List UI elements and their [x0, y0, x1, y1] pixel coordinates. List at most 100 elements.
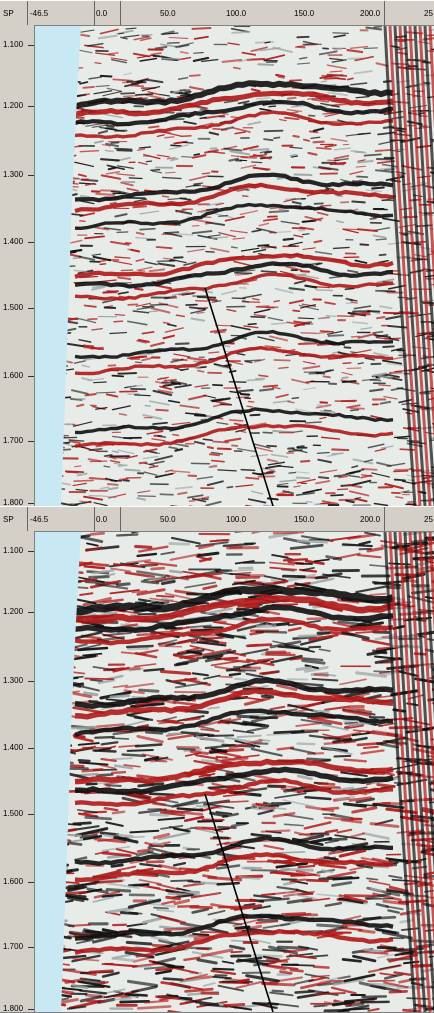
noise-wavelet: [299, 343, 316, 344]
noise-wavelet: [185, 718, 199, 720]
seismic-image: [35, 532, 434, 1012]
seismic-section-top[interactable]: [35, 26, 434, 506]
noise-wavelet: [212, 461, 224, 462]
noise-wavelet: [345, 895, 374, 896]
noise-wavelet: [127, 646, 152, 647]
noise-wavelet: [314, 967, 328, 968]
noise-wavelet: [93, 750, 115, 751]
noise-wavelet: [219, 215, 228, 216]
noise-wavelet: [111, 142, 118, 143]
noise-wavelet: [247, 380, 262, 381]
y-tick-label: 1.300: [3, 676, 23, 685]
noise-wavelet: [167, 897, 180, 899]
x-tick: [120, 1, 121, 25]
noise-wavelet: [289, 473, 296, 474]
noise-wavelet: [106, 785, 120, 786]
noise-wavelet: [263, 984, 294, 985]
noise-wavelet: [112, 738, 128, 739]
noise-wavelet: [350, 408, 364, 409]
noise-wavelet: [368, 981, 394, 982]
noise-wavelet: [359, 930, 374, 932]
noise-wavelet: [321, 331, 333, 332]
noise-wavelet: [258, 64, 273, 65]
noise-wavelet: [350, 352, 355, 353]
y-tick: [28, 376, 34, 377]
noise-wavelet: [270, 211, 288, 212]
noise-wavelet: [146, 161, 151, 162]
noise-wavelet: [345, 288, 354, 289]
noise-wavelet: [279, 367, 288, 368]
noise-wavelet: [128, 750, 153, 751]
noise-wavelet: [151, 170, 160, 171]
noise-wavelet: [298, 541, 326, 542]
noise-wavelet: [345, 760, 366, 762]
noise-wavelet: [117, 150, 131, 151]
shotpoint-axis: SP -46.5 0.0 50.0 100.0 150.0 200.0 25: [0, 1, 434, 26]
noise-wavelet: [297, 668, 311, 670]
y-tick: [28, 242, 34, 243]
noise-wavelet: [113, 451, 118, 452]
noise-wavelet: [73, 425, 78, 426]
noise-wavelet: [274, 137, 279, 138]
noise-wavelet: [241, 394, 249, 395]
noise-wavelet: [145, 406, 150, 407]
noise-wavelet: [192, 28, 210, 29]
noise-wavelet: [318, 925, 342, 926]
noise-wavelet: [372, 187, 384, 188]
noise-wavelet: [115, 315, 124, 316]
noise-wavelet: [190, 75, 200, 76]
noise-wavelet: [138, 498, 145, 500]
y-tick-label: 1.700: [3, 436, 23, 445]
noise-wavelet: [284, 559, 307, 560]
y-tick: [28, 947, 34, 948]
noise-wavelet: [97, 392, 116, 393]
noise-wavelet: [168, 966, 183, 967]
noise-wavelet: [136, 94, 153, 95]
noise-wavelet: [258, 659, 273, 660]
y-tick-label: 1.500: [3, 303, 23, 312]
seismic-panel-bottom: SP -46.5 0.0 50.0 100.0 150.0 200.0 25 1…: [0, 506, 434, 1013]
noise-wavelet: [378, 785, 394, 787]
noise-wavelet: [324, 78, 339, 79]
noise-wavelet: [306, 422, 321, 423]
noise-wavelet: [118, 584, 130, 585]
noise-wavelet: [230, 420, 243, 421]
noise-wavelet: [335, 49, 342, 50]
y-tick-label: 1.400: [3, 743, 23, 752]
noise-wavelet: [295, 174, 312, 175]
noise-wavelet: [280, 972, 291, 974]
noise-wavelet: [351, 410, 359, 411]
noise-wavelet: [364, 154, 381, 155]
x-tick: [384, 507, 385, 531]
noise-wavelet: [146, 732, 162, 733]
noise-wavelet: [170, 571, 181, 572]
noise-wavelet: [383, 346, 393, 347]
noise-wavelet: [196, 828, 215, 829]
noise-wavelet: [200, 118, 206, 119]
noise-wavelet: [109, 53, 118, 54]
noise-wavelet: [331, 495, 343, 496]
seismic-section-bottom[interactable]: [35, 532, 434, 1012]
noise-wavelet: [274, 852, 304, 853]
noise-wavelet: [136, 362, 142, 363]
noise-wavelet: [274, 301, 279, 302]
noise-wavelet: [362, 996, 385, 997]
noise-wavelet: [284, 239, 293, 240]
noise-wavelet: [329, 839, 346, 840]
noise-wavelet: [153, 844, 163, 845]
noise-wavelet: [101, 190, 116, 191]
noise-wavelet: [165, 137, 174, 138]
noise-wavelet: [331, 163, 346, 164]
y-tick: [28, 45, 34, 46]
noise-wavelet: [118, 33, 123, 34]
noise-wavelet: [149, 311, 158, 312]
noise-wavelet: [135, 289, 143, 290]
noise-wavelet: [248, 645, 271, 646]
noise-wavelet: [136, 744, 161, 746]
noise-wavelet: [335, 756, 351, 757]
noise-wavelet: [81, 196, 89, 197]
noise-wavelet: [129, 178, 142, 179]
noise-wavelet: [299, 636, 322, 637]
y-tick: [28, 612, 34, 613]
noise-wavelet: [356, 166, 365, 167]
